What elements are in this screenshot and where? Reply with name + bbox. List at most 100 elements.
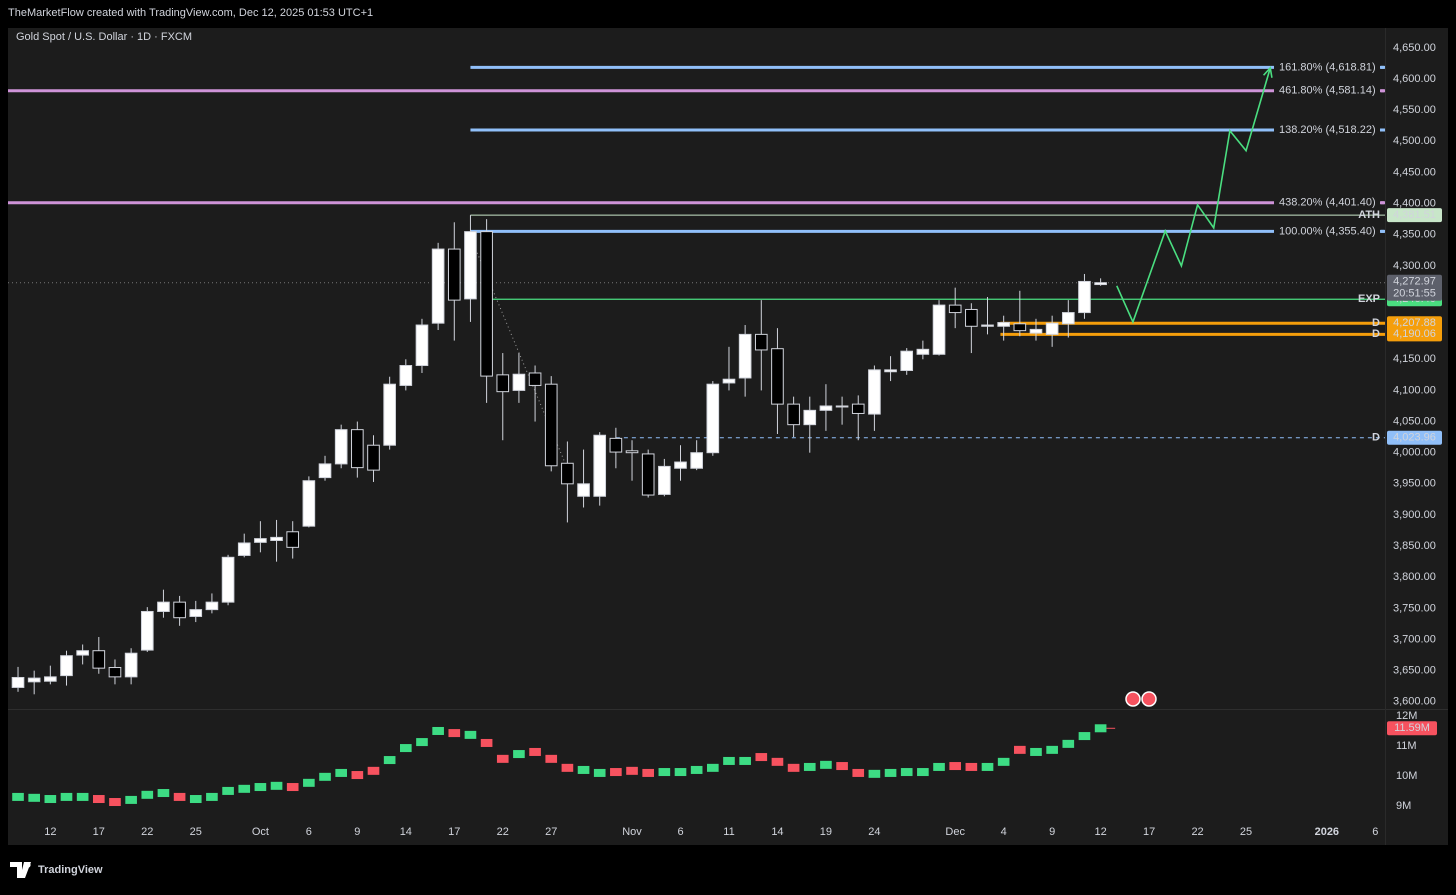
x-tick-label: 4 bbox=[1001, 826, 1007, 838]
y-tick-label: 4,350.00 bbox=[1393, 229, 1436, 241]
volume-bar bbox=[593, 768, 606, 777]
y-tick-label: 4,300.00 bbox=[1393, 260, 1436, 272]
y-tick-label: 4,000.00 bbox=[1393, 447, 1436, 459]
candle-body bbox=[512, 373, 526, 391]
candle-body bbox=[625, 450, 639, 454]
candle-body bbox=[981, 324, 994, 327]
candle-body bbox=[738, 333, 752, 379]
level-end-dot bbox=[1381, 65, 1384, 69]
brand-logo: TradingView bbox=[10, 862, 103, 878]
candle-body bbox=[480, 231, 493, 377]
volume-bar bbox=[206, 792, 218, 801]
price-box-label: 4,190.06 bbox=[1393, 328, 1436, 340]
volume-bar bbox=[739, 756, 751, 765]
level-end-dot bbox=[1381, 229, 1384, 233]
candle-body bbox=[60, 655, 73, 677]
level-tag: D bbox=[1372, 317, 1380, 329]
volume-bar bbox=[173, 792, 186, 801]
volume-bar bbox=[448, 729, 461, 738]
candle-body bbox=[173, 601, 186, 619]
x-tick-label: 9 bbox=[1049, 826, 1055, 838]
volume-bar bbox=[432, 726, 444, 735]
price-box bbox=[1387, 430, 1442, 445]
candle-body bbox=[916, 348, 930, 355]
volume-bar bbox=[707, 763, 719, 772]
volume-bar bbox=[92, 795, 105, 804]
volume-bar bbox=[286, 783, 299, 792]
volume-bar bbox=[416, 738, 428, 747]
y-tick-label: 4,400.00 bbox=[1393, 198, 1436, 210]
volume-bar bbox=[561, 763, 574, 772]
candle-body bbox=[722, 378, 736, 384]
level-tag: ATH bbox=[1358, 209, 1380, 221]
event-icons bbox=[1125, 691, 1157, 707]
x-tick-label: 11 bbox=[723, 826, 734, 838]
level-label: 461.80% (4,581.14) bbox=[1279, 85, 1376, 97]
candle-body bbox=[1029, 328, 1043, 334]
countdown-label: 20:51:55 bbox=[1393, 288, 1436, 300]
candle-body bbox=[1045, 322, 1059, 335]
volume-bar bbox=[464, 730, 477, 739]
candle-body bbox=[819, 405, 833, 411]
credit: TheMarketFlow created with TradingView.c… bbox=[8, 7, 373, 19]
y-tick-label: 4,550.00 bbox=[1393, 104, 1436, 116]
level-label-bg bbox=[1274, 122, 1380, 137]
x-tick-label: 9 bbox=[354, 826, 360, 838]
candle-body bbox=[447, 248, 461, 301]
volume-bar bbox=[820, 760, 832, 769]
y-tick-label: 3,650.00 bbox=[1393, 665, 1436, 677]
price-box-label: 4,381.51 bbox=[1393, 209, 1436, 221]
candle-body bbox=[641, 453, 655, 496]
volume-bar bbox=[787, 763, 800, 772]
level-tag: EXP bbox=[1358, 293, 1380, 305]
volume-bar bbox=[303, 778, 315, 787]
volume-bar bbox=[577, 765, 590, 774]
candle-body bbox=[997, 322, 1010, 327]
volume-bar bbox=[658, 768, 671, 777]
y-tick-label: 4,500.00 bbox=[1393, 135, 1436, 147]
price-box-label: 4,023.96 bbox=[1393, 432, 1436, 444]
candle-body bbox=[561, 462, 574, 485]
level-end-dot bbox=[1381, 201, 1384, 205]
level-label: 161.80% (4,618.81) bbox=[1279, 61, 1376, 73]
volume-tick-label: 11M bbox=[1396, 740, 1417, 752]
event-icon[interactable] bbox=[1141, 691, 1157, 707]
event-icon[interactable] bbox=[1125, 691, 1141, 707]
volume-bar bbox=[351, 771, 364, 780]
level-end-dot bbox=[1381, 128, 1384, 132]
candle-body bbox=[464, 231, 477, 300]
volume-bar bbox=[367, 766, 380, 775]
candle-body bbox=[1013, 323, 1027, 332]
volume-bar bbox=[12, 792, 24, 801]
price-box-label: 4,207.88 bbox=[1393, 317, 1436, 329]
volume-bar bbox=[965, 762, 978, 771]
y-tick-label: 4,100.00 bbox=[1393, 384, 1436, 396]
volume-bar bbox=[1094, 724, 1107, 733]
volume-bar bbox=[803, 762, 816, 771]
level-tag: D bbox=[1372, 432, 1380, 444]
candle-body bbox=[302, 480, 316, 527]
candle-body bbox=[544, 383, 558, 467]
volume-bar bbox=[1062, 739, 1075, 748]
brand-name: TradingView bbox=[38, 864, 103, 876]
volume-bar bbox=[189, 795, 202, 804]
candle-body bbox=[318, 463, 332, 479]
volume-bar bbox=[157, 789, 170, 798]
projection-arrowhead bbox=[1262, 66, 1273, 78]
candle-body bbox=[157, 601, 170, 612]
volume-bar bbox=[690, 765, 703, 774]
candle-body bbox=[658, 465, 671, 495]
volume-bar bbox=[28, 793, 40, 802]
price-box bbox=[1387, 316, 1442, 331]
volume-bar bbox=[836, 762, 848, 771]
candle-body bbox=[609, 437, 623, 453]
volume-bar bbox=[76, 792, 89, 801]
volume-bar bbox=[238, 784, 251, 793]
x-tick-label: 6 bbox=[306, 826, 312, 838]
candle-body bbox=[754, 333, 768, 351]
candle-body bbox=[205, 601, 219, 611]
price-box bbox=[1387, 327, 1442, 342]
y-tick-label: 3,800.00 bbox=[1393, 571, 1436, 583]
volume-bar bbox=[254, 783, 267, 792]
